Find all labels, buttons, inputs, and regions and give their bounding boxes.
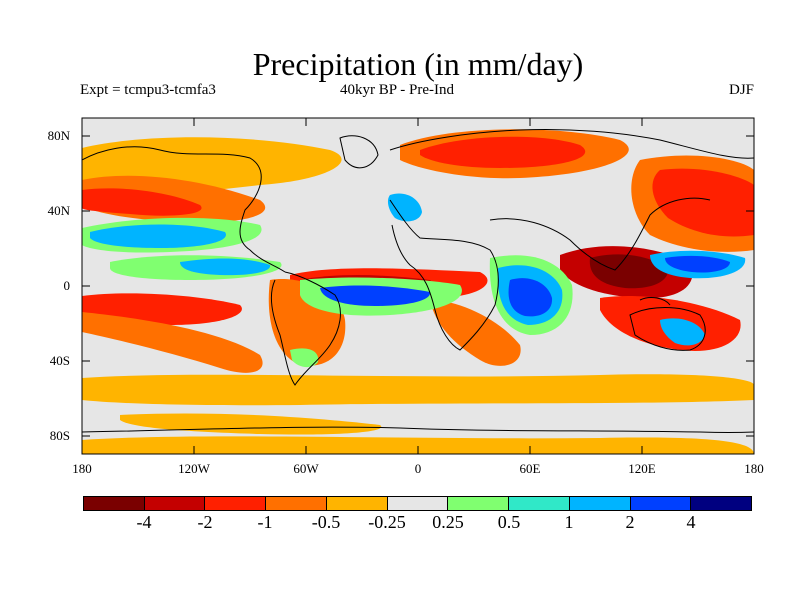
coastline <box>389 199 499 351</box>
anomaly-contour <box>589 254 669 289</box>
coastline <box>82 146 286 273</box>
map-title: Precipitation (in mm/day) <box>252 46 584 82</box>
period-label: 40kyr BP - Pre-Ind <box>340 82 455 98</box>
axis-ticks <box>82 118 754 454</box>
colorbar-label: -0.5 <box>311 512 341 532</box>
lat-label-40s: 40S <box>49 353 70 368</box>
colorbar-label: 2 <box>625 512 635 532</box>
colorbar-label: -2 <box>197 512 213 532</box>
lon-label-120w: 120W <box>178 461 210 476</box>
lon-label-0: 0 <box>414 461 422 476</box>
coastlines <box>82 128 754 433</box>
colorbar-label: -0.25 <box>368 512 406 532</box>
colorbar <box>83 496 752 511</box>
anomaly-contour <box>82 188 202 216</box>
coastline <box>270 271 341 386</box>
colorbar-swatch <box>387 497 449 510</box>
lat-label-0: 0 <box>63 278 71 293</box>
colorbar-swatch <box>144 497 206 510</box>
anomaly-contour <box>180 258 271 276</box>
colorbar-swatch <box>509 497 570 510</box>
anomaly-contour <box>290 348 319 368</box>
colorbar-swatch <box>691 497 752 510</box>
anomaly-contour <box>387 193 422 222</box>
colorbar-swatch <box>630 497 692 510</box>
anomaly-contour <box>82 374 754 406</box>
lon-label-180e: 180 <box>744 461 764 476</box>
anomaly-contour <box>320 285 431 306</box>
colorbar-swatch <box>569 497 631 510</box>
lon-label-60w: 60W <box>293 461 319 476</box>
anomaly-contour <box>660 318 705 346</box>
coastline <box>639 297 671 306</box>
lat-label-80n: 80N <box>47 128 70 143</box>
precip-anomaly-field <box>82 129 754 454</box>
anomaly-contour <box>82 436 754 454</box>
lat-label-40n: 40N <box>47 203 70 218</box>
lon-label-120e: 120E <box>628 461 656 476</box>
coastline <box>389 128 754 159</box>
coastline <box>82 426 754 433</box>
anomaly-contour <box>508 278 553 317</box>
anomaly-contour <box>90 224 226 248</box>
coastline <box>629 307 706 351</box>
experiment-label: Expt = tcmpu3-tcmfa3 <box>80 82 216 98</box>
colorbar-label: 4 <box>686 512 696 532</box>
anomaly-contour <box>430 300 521 366</box>
colorbar-swatch <box>448 497 510 510</box>
lon-label-60e: 60E <box>519 461 541 476</box>
colorbar-swatch <box>266 497 327 510</box>
coastline <box>339 135 379 169</box>
colorbar-swatch <box>326 497 388 510</box>
coastline <box>489 197 711 271</box>
lat-label-80s: 80S <box>49 428 70 443</box>
colorbar-label: 0.25 <box>432 512 464 532</box>
colorbar-label: -4 <box>136 512 152 532</box>
anomaly-contour <box>665 255 730 273</box>
colorbar-label: 0.5 <box>497 512 521 532</box>
season-label: DJF <box>728 82 754 98</box>
colorbar-swatch <box>84 497 145 510</box>
colorbar-label: -1 <box>257 512 273 532</box>
colorbar-label: 1 <box>564 512 574 532</box>
anomaly-contour <box>420 136 586 168</box>
anomaly-contour <box>652 168 754 237</box>
lon-label-180w: 180 <box>72 461 92 476</box>
colorbar-swatch <box>205 497 267 510</box>
anomaly-contour <box>82 312 263 373</box>
